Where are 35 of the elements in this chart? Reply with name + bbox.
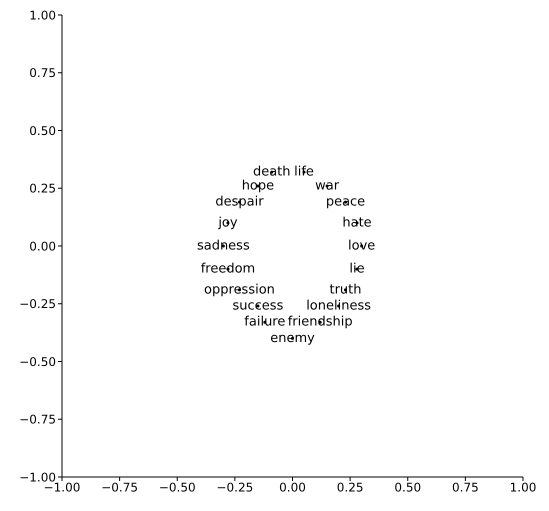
y-tick-label: 0.00: [29, 239, 56, 254]
data-label: life: [294, 164, 314, 180]
data-label: truth: [330, 282, 362, 298]
y-tick-label: 0.75: [29, 66, 56, 80]
data-label: death: [252, 164, 291, 180]
x-tick-label: 0.25: [336, 480, 364, 495]
y-tick-label: 0.25: [29, 182, 56, 196]
data-label: oppression: [204, 282, 275, 298]
data-label: joy: [217, 215, 238, 230]
data-label: sadness: [196, 238, 250, 254]
y-tick-label: 1.00: [29, 8, 56, 22]
x-tick-label: 0.75: [452, 480, 479, 495]
data-label: failure: [244, 314, 286, 330]
data-label: freedom: [200, 262, 256, 277]
y-tick-label: −0.75: [19, 412, 56, 427]
data-label: hope: [242, 178, 274, 194]
data-label: war: [315, 178, 340, 194]
data-label: success: [232, 298, 284, 314]
x-tick-label: 0.50: [394, 480, 422, 495]
y-tick-label: −0.50: [19, 354, 56, 369]
x-tick-label: 1.00: [510, 480, 536, 495]
y-tick-label: 0.50: [29, 124, 56, 138]
data-label: despair: [215, 194, 264, 210]
x-tick-label: 0.00: [279, 480, 306, 495]
data-label: enemy: [270, 330, 316, 346]
y-tick-label: −0.25: [19, 297, 56, 312]
data-label: friendship: [288, 314, 353, 330]
data-label: hate: [342, 215, 372, 230]
data-label: lie: [349, 262, 365, 277]
x-tick-label: −0.75: [101, 480, 138, 495]
data-label: love: [348, 238, 376, 254]
x-tick-label: −0.50: [158, 480, 196, 495]
data-label: peace: [326, 194, 366, 210]
x-tick-label: −0.25: [216, 480, 254, 495]
data-label: loneliness: [306, 298, 372, 314]
